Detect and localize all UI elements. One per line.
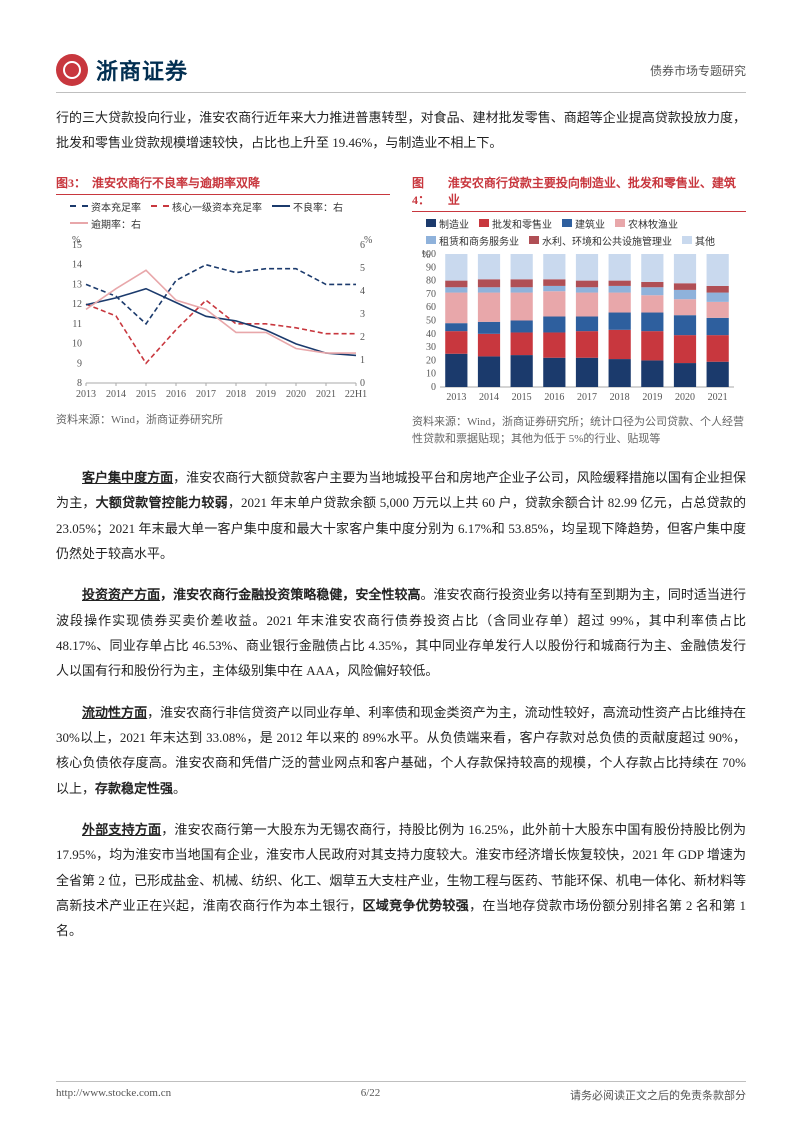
svg-text:8: 8 xyxy=(77,378,82,389)
svg-text:2016: 2016 xyxy=(544,392,564,403)
svg-text:2020: 2020 xyxy=(675,392,695,403)
p2-lead: 投资资产方面 xyxy=(82,587,160,602)
legend-item: 不良率：右 xyxy=(272,199,343,214)
svg-text:20: 20 xyxy=(426,355,436,366)
svg-text:%: % xyxy=(422,250,430,261)
svg-text:2017: 2017 xyxy=(577,392,597,403)
svg-text:50: 50 xyxy=(426,315,436,326)
p3-tail: 。 xyxy=(173,781,186,796)
p1-lead: 客户集中度方面 xyxy=(82,470,173,485)
legend-item: 资本充足率 xyxy=(70,199,141,214)
svg-text:10: 10 xyxy=(426,368,436,379)
legend-item: 水利、环境和公共设施管理业 xyxy=(529,233,672,248)
logo-text: 浙商证券 xyxy=(96,54,188,86)
brand-logo: 浙商证券 xyxy=(56,54,188,86)
svg-text:2019: 2019 xyxy=(256,389,276,400)
p2-bold: ，淮安农商行金融投资策略稳健，安全性较高 xyxy=(160,587,420,602)
chart3-legend: 资本充足率核心一级资本充足率不良率：右逾期率：右 xyxy=(70,199,390,231)
p4-bold: 区域竞争优势较强 xyxy=(362,898,469,913)
intro-paragraph: 行的三大贷款投向行业，淮安农商行近年来大力推进普惠转型，对食品、建材批发零售、商… xyxy=(56,105,746,156)
svg-text:2: 2 xyxy=(360,332,365,343)
svg-text:22H1: 22H1 xyxy=(345,389,367,400)
chart4-title: 图4： 淮安农商行贷款主要投向制造业、批发和零售业、建筑业 xyxy=(412,174,746,212)
footer-url: http://www.stocke.com.cn xyxy=(56,1087,171,1103)
svg-text:90: 90 xyxy=(426,262,436,273)
svg-text:60: 60 xyxy=(426,302,436,313)
legend-item: 其他 xyxy=(682,233,715,248)
svg-text:2021: 2021 xyxy=(708,392,728,403)
chart4-title-text: 淮安农商行贷款主要投向制造业、批发和零售业、建筑业 xyxy=(448,174,746,208)
svg-text:%: % xyxy=(364,235,372,246)
legend-item: 农林牧渔业 xyxy=(615,216,678,231)
svg-text:2019: 2019 xyxy=(642,392,662,403)
chart4-source: 资料来源：Wind，浙商证券研究所；统计口径为公司贷款、个人经营性贷款和票据贴现… xyxy=(412,414,746,449)
page-header: 浙商证券 债券市场专题研究 xyxy=(56,54,746,93)
paragraph-1: 客户集中度方面，淮安农商行大额贷款客户主要为当地城投平台和房地产企业子公司，风险… xyxy=(56,465,746,566)
legend-item: 租赁和商务服务业 xyxy=(426,233,519,248)
legend-item: 核心一级资本充足率 xyxy=(151,199,262,214)
chart3-source: 资料来源：Wind，浙商证券研究所 xyxy=(56,412,390,430)
footer-disclaimer: 请务必阅读正文之后的免责条款部分 xyxy=(570,1087,746,1103)
svg-text:2018: 2018 xyxy=(610,392,630,403)
paragraph-3: 流动性方面，淮安农商行非信贷资产以同业存单、利率债和现金类资产为主，流动性较好，… xyxy=(56,700,746,801)
svg-text:80: 80 xyxy=(426,275,436,286)
svg-text:1: 1 xyxy=(360,355,365,366)
paragraph-2: 投资资产方面，淮安农商行金融投资策略稳健，安全性较高。淮安农商行投资业务以持有至… xyxy=(56,582,746,683)
p1-bold: 大额贷款管控能力较弱 xyxy=(96,495,228,510)
chart-row: 图3： 淮安农商行不良率与逾期率双降 资本充足率核心一级资本充足率不良率：右逾期… xyxy=(56,174,746,449)
footer-pagenum: 6/22 xyxy=(171,1087,570,1103)
paragraph-4: 外部支持方面，淮安农商行第一大股东为无锡农商行，持股比例为 16.25%，此外前… xyxy=(56,817,746,944)
svg-text:5: 5 xyxy=(360,263,365,274)
svg-text:0: 0 xyxy=(431,382,436,393)
legend-item: 建筑业 xyxy=(562,216,605,231)
svg-text:2015: 2015 xyxy=(512,392,532,403)
svg-text:30: 30 xyxy=(426,342,436,353)
chart3-container: 图3： 淮安农商行不良率与逾期率双降 资本充足率核心一级资本充足率不良率：右逾期… xyxy=(56,174,390,449)
legend-item: 制造业 xyxy=(426,216,469,231)
chart3-svg: %%89101112131415012345620132014201520162… xyxy=(56,233,386,403)
p4-lead: 外部支持方面 xyxy=(82,822,161,837)
chart3-title: 图3： 淮安农商行不良率与逾期率双降 xyxy=(56,174,390,195)
svg-text:13: 13 xyxy=(72,279,82,290)
chart3-prefix: 图3： xyxy=(56,174,86,191)
chart4-svg: 0102030405060708090100%20132014201520162… xyxy=(412,250,742,405)
header-category: 债券市场专题研究 xyxy=(650,62,746,79)
logo-icon xyxy=(56,54,88,86)
svg-text:14: 14 xyxy=(72,259,82,270)
p3-lead: 流动性方面 xyxy=(82,705,147,720)
svg-text:2014: 2014 xyxy=(479,392,499,403)
chart4-container: 图4： 淮安农商行贷款主要投向制造业、批发和零售业、建筑业 制造业批发和零售业建… xyxy=(412,174,746,449)
svg-text:2014: 2014 xyxy=(106,389,126,400)
chart3-title-text: 淮安农商行不良率与逾期率双降 xyxy=(92,174,260,191)
chart3-box: 资本充足率核心一级资本充足率不良率：右逾期率：右 %%8910111213141… xyxy=(56,199,390,406)
svg-text:3: 3 xyxy=(360,309,365,320)
svg-text:9: 9 xyxy=(77,358,82,369)
page-footer: http://www.stocke.com.cn 6/22 请务必阅读正文之后的… xyxy=(56,1081,746,1103)
svg-text:15: 15 xyxy=(72,240,82,251)
chart4-legend: 制造业批发和零售业建筑业农林牧渔业租赁和商务服务业水利、环境和公共设施管理业其他 xyxy=(426,216,746,248)
svg-text:2021: 2021 xyxy=(316,389,336,400)
svg-text:2013: 2013 xyxy=(446,392,466,403)
svg-text:0: 0 xyxy=(360,378,365,389)
chart4-prefix: 图4： xyxy=(412,174,442,208)
svg-text:4: 4 xyxy=(360,286,365,297)
svg-text:2017: 2017 xyxy=(196,389,216,400)
legend-item: 批发和零售业 xyxy=(479,216,552,231)
svg-text:6: 6 xyxy=(360,240,365,251)
svg-text:2015: 2015 xyxy=(136,389,156,400)
svg-text:12: 12 xyxy=(72,299,82,310)
svg-text:2016: 2016 xyxy=(166,389,186,400)
svg-text:10: 10 xyxy=(72,338,82,349)
p3-bold: 存款稳定性强 xyxy=(95,781,173,796)
svg-text:70: 70 xyxy=(426,289,436,300)
svg-text:2020: 2020 xyxy=(286,389,306,400)
svg-text:2018: 2018 xyxy=(226,389,246,400)
chart4-box: 制造业批发和零售业建筑业农林牧渔业租赁和商务服务业水利、环境和公共设施管理业其他… xyxy=(412,216,746,408)
legend-item: 逾期率：右 xyxy=(70,216,141,231)
svg-text:2013: 2013 xyxy=(76,389,96,400)
svg-text:40: 40 xyxy=(426,328,436,339)
svg-text:11: 11 xyxy=(72,319,82,330)
